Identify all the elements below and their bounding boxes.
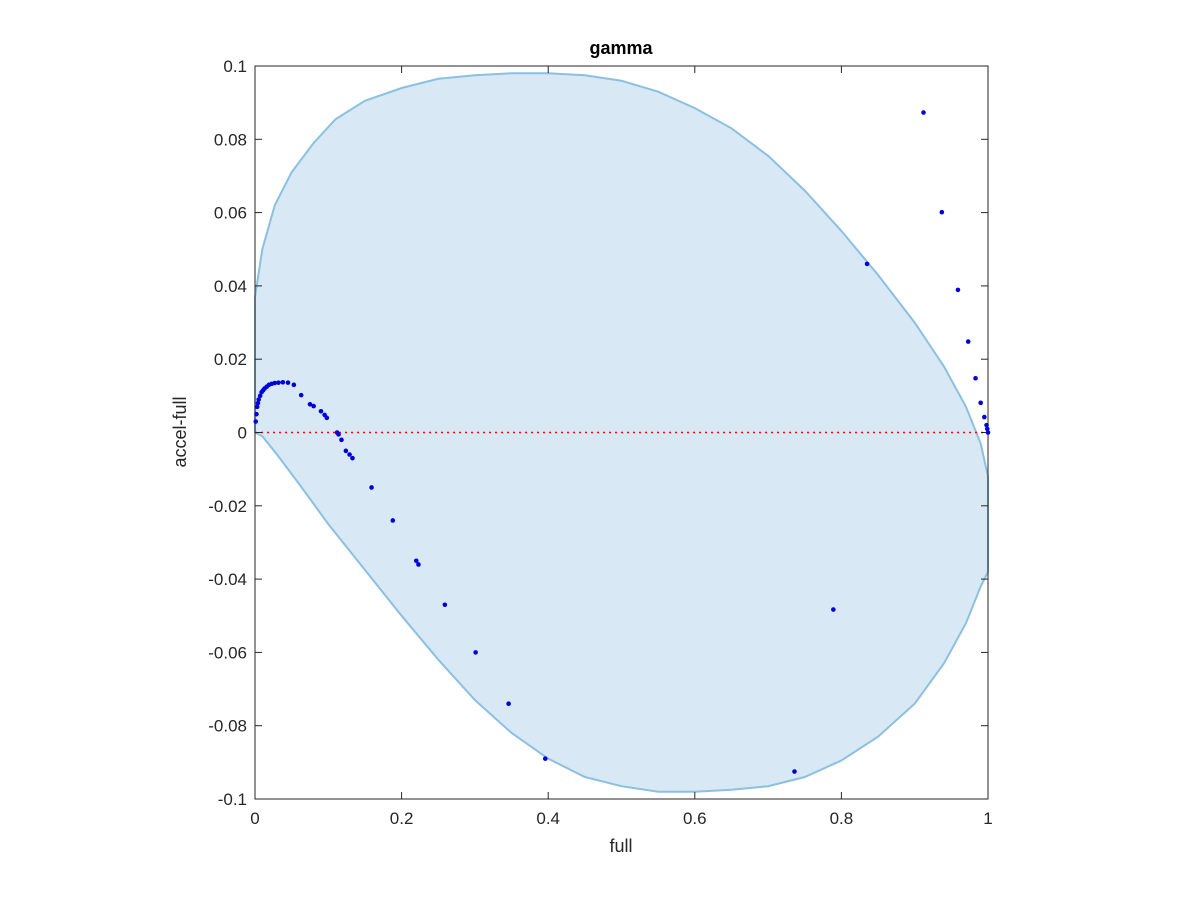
data-point bbox=[978, 400, 983, 406]
data-point bbox=[276, 380, 281, 385]
y-tick-label: -0.02 bbox=[208, 497, 247, 516]
data-point bbox=[542, 756, 548, 761]
data-point bbox=[311, 403, 316, 409]
y-tick-label: -0.04 bbox=[208, 570, 247, 589]
data-point bbox=[343, 448, 349, 454]
x-axis-label: full bbox=[609, 836, 632, 856]
data-point bbox=[413, 558, 419, 564]
data-point bbox=[831, 607, 836, 612]
y-axis-label: accel-full bbox=[170, 396, 190, 467]
data-point bbox=[416, 562, 421, 567]
data-point bbox=[298, 392, 304, 398]
data-point bbox=[280, 379, 286, 385]
data-point bbox=[339, 437, 344, 443]
data-point bbox=[285, 380, 291, 385]
data-point bbox=[792, 769, 797, 774]
data-point bbox=[307, 401, 313, 407]
data-point bbox=[256, 397, 261, 402]
data-point bbox=[442, 602, 448, 608]
data-point bbox=[336, 432, 341, 437]
data-point bbox=[291, 382, 297, 388]
data-point bbox=[506, 701, 511, 707]
data-point bbox=[984, 426, 990, 432]
data-point bbox=[350, 455, 355, 461]
x-tick-label: 0.4 bbox=[536, 809, 560, 828]
y-tick-label: -0.06 bbox=[208, 643, 247, 662]
data-point bbox=[254, 411, 259, 417]
data-point bbox=[257, 393, 263, 399]
data-point bbox=[921, 110, 926, 115]
x-tick-label: 0.2 bbox=[390, 809, 414, 828]
data-point bbox=[473, 650, 478, 655]
y-tick-label: -0.1 bbox=[218, 790, 247, 809]
data-point bbox=[254, 404, 260, 410]
data-point bbox=[369, 485, 374, 490]
y-tick-label: 0.08 bbox=[214, 130, 247, 149]
plot-area: 0 0.2 0.4 0.6 0.8 1 -0.1 -0.08 -0.06 -0.04 -0.02 0 0… bbox=[208, 57, 992, 828]
data-point bbox=[982, 414, 987, 420]
x-tick-label: 0 bbox=[250, 809, 259, 828]
y-tick-label: 0.1 bbox=[223, 57, 247, 76]
x-tick-label: 0.8 bbox=[830, 809, 854, 828]
data-point bbox=[324, 415, 330, 421]
data-point bbox=[965, 339, 971, 344]
y-tick-label: 0.04 bbox=[214, 277, 247, 296]
data-point bbox=[255, 400, 261, 406]
data-point bbox=[939, 209, 945, 215]
data-point bbox=[318, 408, 324, 414]
y-tick-label: 0.02 bbox=[214, 350, 247, 369]
data-point bbox=[272, 380, 278, 386]
data-point bbox=[347, 452, 352, 457]
data-point bbox=[864, 261, 870, 267]
data-point bbox=[253, 419, 259, 424]
y-tick-label: -0.08 bbox=[208, 717, 247, 736]
x-tick-label: 0.6 bbox=[683, 809, 707, 828]
x-tick-label: 1 bbox=[983, 809, 992, 828]
data-point bbox=[390, 518, 396, 523]
y-tick-label: 0 bbox=[238, 424, 247, 443]
data-point bbox=[984, 422, 989, 428]
chart-title: gamma bbox=[589, 38, 653, 58]
y-tick-label: 0.06 bbox=[214, 204, 247, 223]
data-point bbox=[955, 287, 961, 293]
data-point bbox=[973, 375, 978, 381]
data-point bbox=[985, 430, 991, 435]
